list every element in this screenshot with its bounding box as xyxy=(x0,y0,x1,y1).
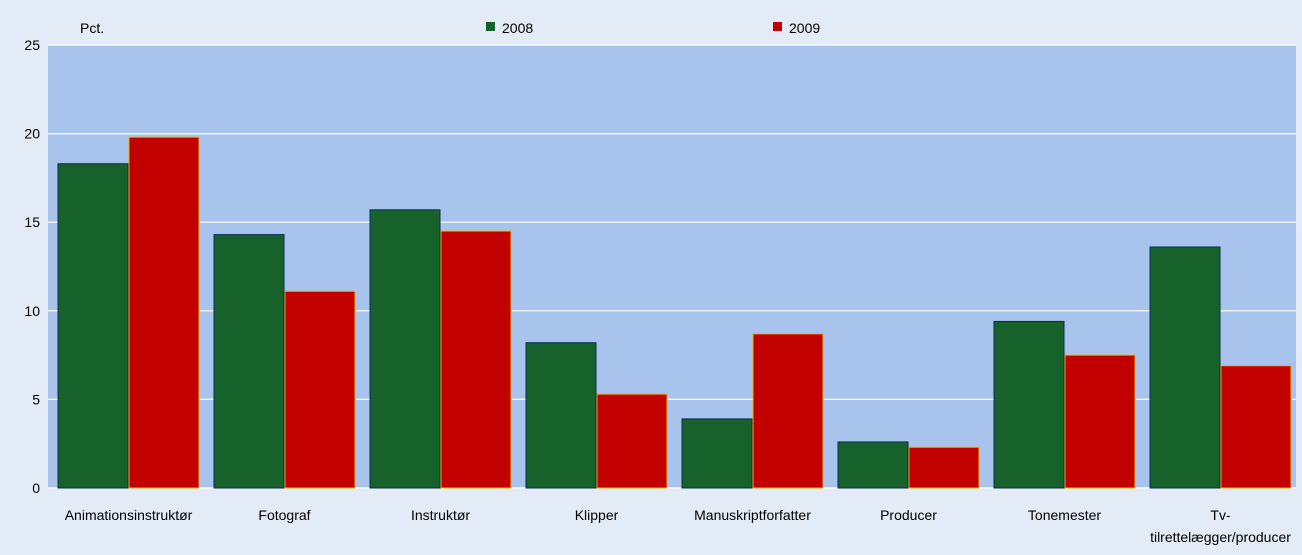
bar-2009-4 xyxy=(752,333,824,489)
x-category-label: Klipper xyxy=(575,507,619,523)
legend-label-2009: 2009 xyxy=(789,20,820,36)
bar-2008-1 xyxy=(213,234,285,489)
bar-2008-6 xyxy=(993,320,1065,489)
y-tick-label: 5 xyxy=(32,391,40,407)
bar-2008-7 xyxy=(1149,246,1221,489)
legend-label-2008: 2008 xyxy=(502,20,533,36)
bar-2008-3 xyxy=(525,342,597,489)
bar-2009-1 xyxy=(284,290,356,489)
bar-2009-2 xyxy=(440,230,512,489)
unit-label: Pct. xyxy=(80,20,104,36)
y-tick-label: 25 xyxy=(24,37,40,53)
bar-2008-4 xyxy=(681,418,753,489)
y-tick-label: 15 xyxy=(24,214,40,230)
y-axis: 0 5 10 15 20 25 xyxy=(24,37,40,496)
x-category-label: Manuskriptforfatter xyxy=(694,507,811,523)
y-tick-label: 20 xyxy=(24,126,40,142)
x-category-label: Fotograf xyxy=(258,507,310,523)
legend: 2008 2009 xyxy=(486,20,820,36)
bar-2008-2 xyxy=(369,209,441,489)
bars xyxy=(57,136,1292,489)
x-category-label: Tonemester xyxy=(1028,507,1101,523)
bar-2008-5 xyxy=(837,441,909,489)
bar-2009-3 xyxy=(596,393,668,489)
x-category-label: Tv-tilrettelægger/producer xyxy=(1150,507,1291,545)
legend-swatch-2009 xyxy=(773,22,782,31)
y-tick-label: 10 xyxy=(24,303,40,319)
bar-2009-5 xyxy=(908,446,980,489)
x-category-label: Instruktør xyxy=(411,507,470,523)
x-category-label: Animationsinstruktør xyxy=(65,507,193,523)
bar-2008-0 xyxy=(57,163,129,489)
x-axis: Animationsinstruktør Fotograf Instruktør Kl… xyxy=(65,507,1292,545)
x-category-label: Producer xyxy=(880,507,937,523)
y-tick-label: 0 xyxy=(32,480,40,496)
bar-2009-6 xyxy=(1064,354,1136,489)
legend-swatch-2008 xyxy=(486,22,495,31)
bar-2009-7 xyxy=(1220,365,1292,489)
bar-2009-0 xyxy=(128,136,200,489)
